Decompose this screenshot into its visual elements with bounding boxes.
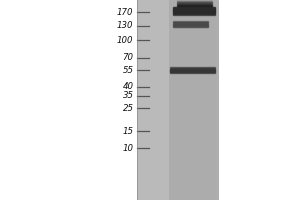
Bar	[177, 2, 212, 3]
Bar	[172, 9, 214, 10]
Bar	[172, 11, 214, 12]
Bar	[177, 5, 212, 6]
Bar	[177, 1, 212, 2]
Bar	[173, 24, 208, 25]
Text: 35: 35	[122, 91, 134, 100]
Bar	[173, 26, 208, 27]
Bar	[172, 8, 214, 9]
Bar	[172, 10, 214, 11]
Bar	[177, 2, 212, 3]
Bar	[170, 71, 214, 72]
Bar	[136, 0, 169, 200]
Text: 25: 25	[122, 104, 134, 113]
Bar	[177, 3, 212, 4]
Bar	[177, 0, 212, 1]
Bar	[170, 70, 214, 71]
Bar	[177, 4, 212, 5]
Bar	[173, 22, 208, 23]
Text: 130: 130	[117, 21, 134, 30]
Text: 100: 100	[117, 36, 134, 45]
Bar	[177, 6, 212, 7]
Bar	[172, 14, 214, 15]
Bar	[136, 0, 218, 200]
Bar	[173, 21, 208, 22]
Bar	[177, 4, 212, 5]
Bar	[170, 69, 214, 70]
Text: 15: 15	[122, 127, 134, 136]
Text: 70: 70	[122, 53, 134, 62]
Bar	[172, 13, 214, 14]
Text: 55: 55	[122, 66, 134, 75]
Bar	[172, 12, 214, 13]
Bar	[170, 67, 214, 68]
Text: 10: 10	[122, 144, 134, 153]
Text: 40: 40	[122, 82, 134, 91]
Bar	[177, 1, 212, 2]
Bar	[170, 72, 214, 73]
Bar	[172, 7, 214, 8]
Bar	[173, 25, 208, 26]
Bar	[169, 0, 217, 200]
Text: 170: 170	[117, 8, 134, 17]
